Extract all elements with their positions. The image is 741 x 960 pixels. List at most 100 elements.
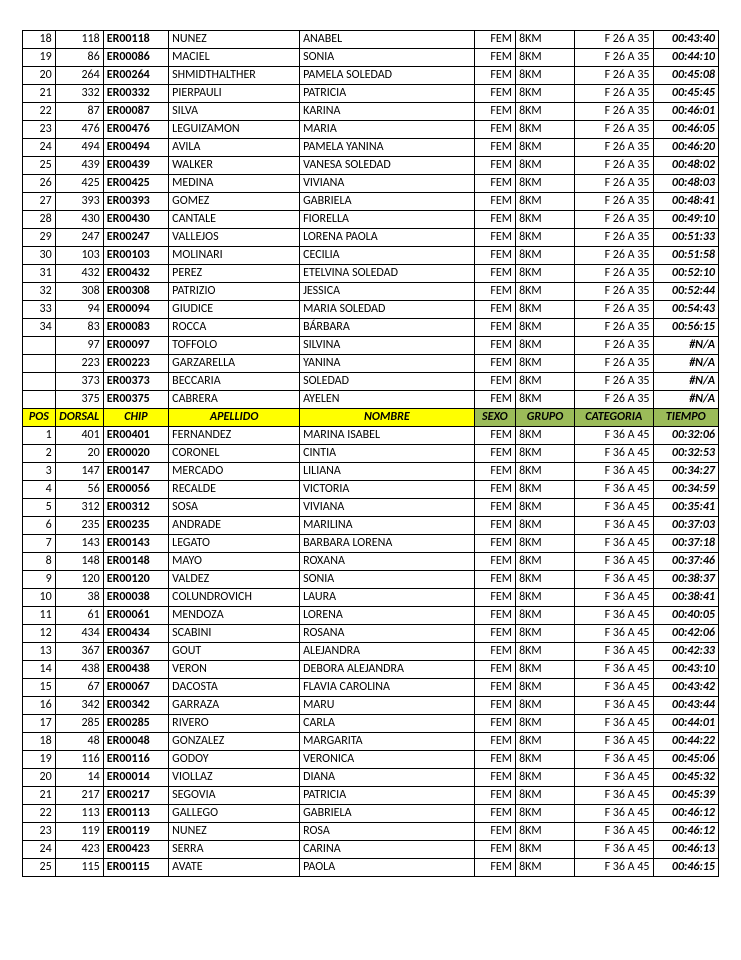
- dorsal-cell: 434: [55, 625, 103, 643]
- header-sexo: SEXO: [474, 409, 515, 427]
- pos-cell: 7: [23, 535, 56, 553]
- dorsal-cell: 120: [55, 571, 103, 589]
- pos-cell: 2: [23, 445, 56, 463]
- sexo-cell: FEM: [474, 499, 515, 517]
- sexo-cell: FEM: [474, 85, 515, 103]
- sexo-cell: FEM: [474, 121, 515, 139]
- nombre-cell: LORENA PAOLA: [300, 229, 475, 247]
- chip-cell: ER00430: [103, 211, 168, 229]
- table-row: 6235ER00235ANDRADEMARILINAFEM8KMF 36 A 4…: [23, 517, 719, 535]
- sexo-cell: FEM: [474, 103, 515, 121]
- table-row: 7143ER00143LEGATOBARBARA LORENAFEM8KMF 3…: [23, 535, 719, 553]
- sexo-cell: FEM: [474, 715, 515, 733]
- dorsal-cell: 56: [55, 481, 103, 499]
- categoria-cell: F 26 A 35: [574, 265, 653, 283]
- sexo-cell: FEM: [474, 391, 515, 409]
- pos-cell: 23: [23, 823, 56, 841]
- pos-cell: 22: [23, 103, 56, 121]
- grupo-cell: 8KM: [516, 103, 575, 121]
- dorsal-cell: 61: [55, 607, 103, 625]
- dorsal-cell: 432: [55, 265, 103, 283]
- dorsal-cell: 97: [55, 337, 103, 355]
- dorsal-cell: 113: [55, 805, 103, 823]
- apellido-cell: SEGOVIA: [169, 787, 300, 805]
- sexo-cell: FEM: [474, 607, 515, 625]
- apellido-cell: PEREZ: [169, 265, 300, 283]
- grupo-cell: 8KM: [516, 301, 575, 319]
- pos-cell: [23, 373, 56, 391]
- nombre-cell: VIVIANA: [300, 499, 475, 517]
- tiempo-cell: 00:32:06: [653, 427, 719, 445]
- grupo-cell: 8KM: [516, 193, 575, 211]
- categoria-cell: F 26 A 35: [574, 157, 653, 175]
- apellido-cell: MENDOZA: [169, 607, 300, 625]
- tiempo-cell: 00:32:53: [653, 445, 719, 463]
- apellido-cell: NUNEZ: [169, 823, 300, 841]
- categoria-cell: F 36 A 45: [574, 589, 653, 607]
- nombre-cell: PAMELA YANINA: [300, 139, 475, 157]
- chip-cell: ER00438: [103, 661, 168, 679]
- dorsal-cell: 116: [55, 751, 103, 769]
- grupo-cell: 8KM: [516, 607, 575, 625]
- nombre-cell: SOLEDAD: [300, 373, 475, 391]
- tiempo-cell: 00:46:20: [653, 139, 719, 157]
- tiempo-cell: 00:48:41: [653, 193, 719, 211]
- nombre-cell: ALEJANDRA: [300, 643, 475, 661]
- header-chip: CHIP: [103, 409, 168, 427]
- nombre-cell: CARLA: [300, 715, 475, 733]
- table-row: 22113ER00113GALLEGOGABRIELAFEM8KMF 36 A …: [23, 805, 719, 823]
- pos-cell: 1: [23, 427, 56, 445]
- chip-cell: ER00048: [103, 733, 168, 751]
- nombre-cell: LILIANA: [300, 463, 475, 481]
- nombre-cell: MARIA SOLEDAD: [300, 301, 475, 319]
- pos-cell: 25: [23, 157, 56, 175]
- sexo-cell: FEM: [474, 319, 515, 337]
- categoria-cell: F 36 A 45: [574, 661, 653, 679]
- table-row: 2287ER00087SILVAKARINAFEM8KMF 26 A 3500:…: [23, 103, 719, 121]
- grupo-cell: 8KM: [516, 337, 575, 355]
- categoria-cell: F 36 A 45: [574, 571, 653, 589]
- dorsal-cell: 373: [55, 373, 103, 391]
- chip-cell: ER00118: [103, 31, 168, 49]
- tiempo-cell: 00:46:01: [653, 103, 719, 121]
- grupo-cell: 8KM: [516, 769, 575, 787]
- dorsal-cell: 217: [55, 787, 103, 805]
- grupo-cell: 8KM: [516, 229, 575, 247]
- categoria-cell: F 36 A 45: [574, 535, 653, 553]
- dorsal-cell: 14: [55, 769, 103, 787]
- apellido-cell: NUNEZ: [169, 31, 300, 49]
- grupo-cell: 8KM: [516, 787, 575, 805]
- tiempo-cell: 00:34:59: [653, 481, 719, 499]
- grupo-cell: 8KM: [516, 553, 575, 571]
- chip-cell: ER00235: [103, 517, 168, 535]
- sexo-cell: FEM: [474, 31, 515, 49]
- chip-cell: ER00143: [103, 535, 168, 553]
- dorsal-cell: 285: [55, 715, 103, 733]
- table-row: 12434ER00434SCABINIROSANAFEM8KMF 36 A 45…: [23, 625, 719, 643]
- apellido-cell: GOUT: [169, 643, 300, 661]
- dorsal-cell: 67: [55, 679, 103, 697]
- chip-cell: ER00067: [103, 679, 168, 697]
- pos-cell: 21: [23, 787, 56, 805]
- chip-cell: ER00312: [103, 499, 168, 517]
- grupo-cell: 8KM: [516, 643, 575, 661]
- chip-cell: ER00020: [103, 445, 168, 463]
- table-row: 2014ER00014VIOLLAZDIANAFEM8KMF 36 A 4500…: [23, 769, 719, 787]
- apellido-cell: GARRAZA: [169, 697, 300, 715]
- grupo-cell: 8KM: [516, 589, 575, 607]
- tiempo-cell: 00:46:13: [653, 841, 719, 859]
- table-row: 30103ER00103MOLINARICECILIAFEM8KMF 26 A …: [23, 247, 719, 265]
- apellido-cell: LEGATO: [169, 535, 300, 553]
- apellido-cell: GALLEGO: [169, 805, 300, 823]
- pos-cell: 3: [23, 463, 56, 481]
- tiempo-cell: #N/A: [653, 391, 719, 409]
- nombre-cell: CINTIA: [300, 445, 475, 463]
- nombre-cell: SONIA: [300, 571, 475, 589]
- pos-cell: 29: [23, 229, 56, 247]
- apellido-cell: VALDEZ: [169, 571, 300, 589]
- pos-cell: 12: [23, 625, 56, 643]
- tiempo-cell: 00:51:33: [653, 229, 719, 247]
- sexo-cell: FEM: [474, 67, 515, 85]
- grupo-cell: 8KM: [516, 823, 575, 841]
- grupo-cell: 8KM: [516, 67, 575, 85]
